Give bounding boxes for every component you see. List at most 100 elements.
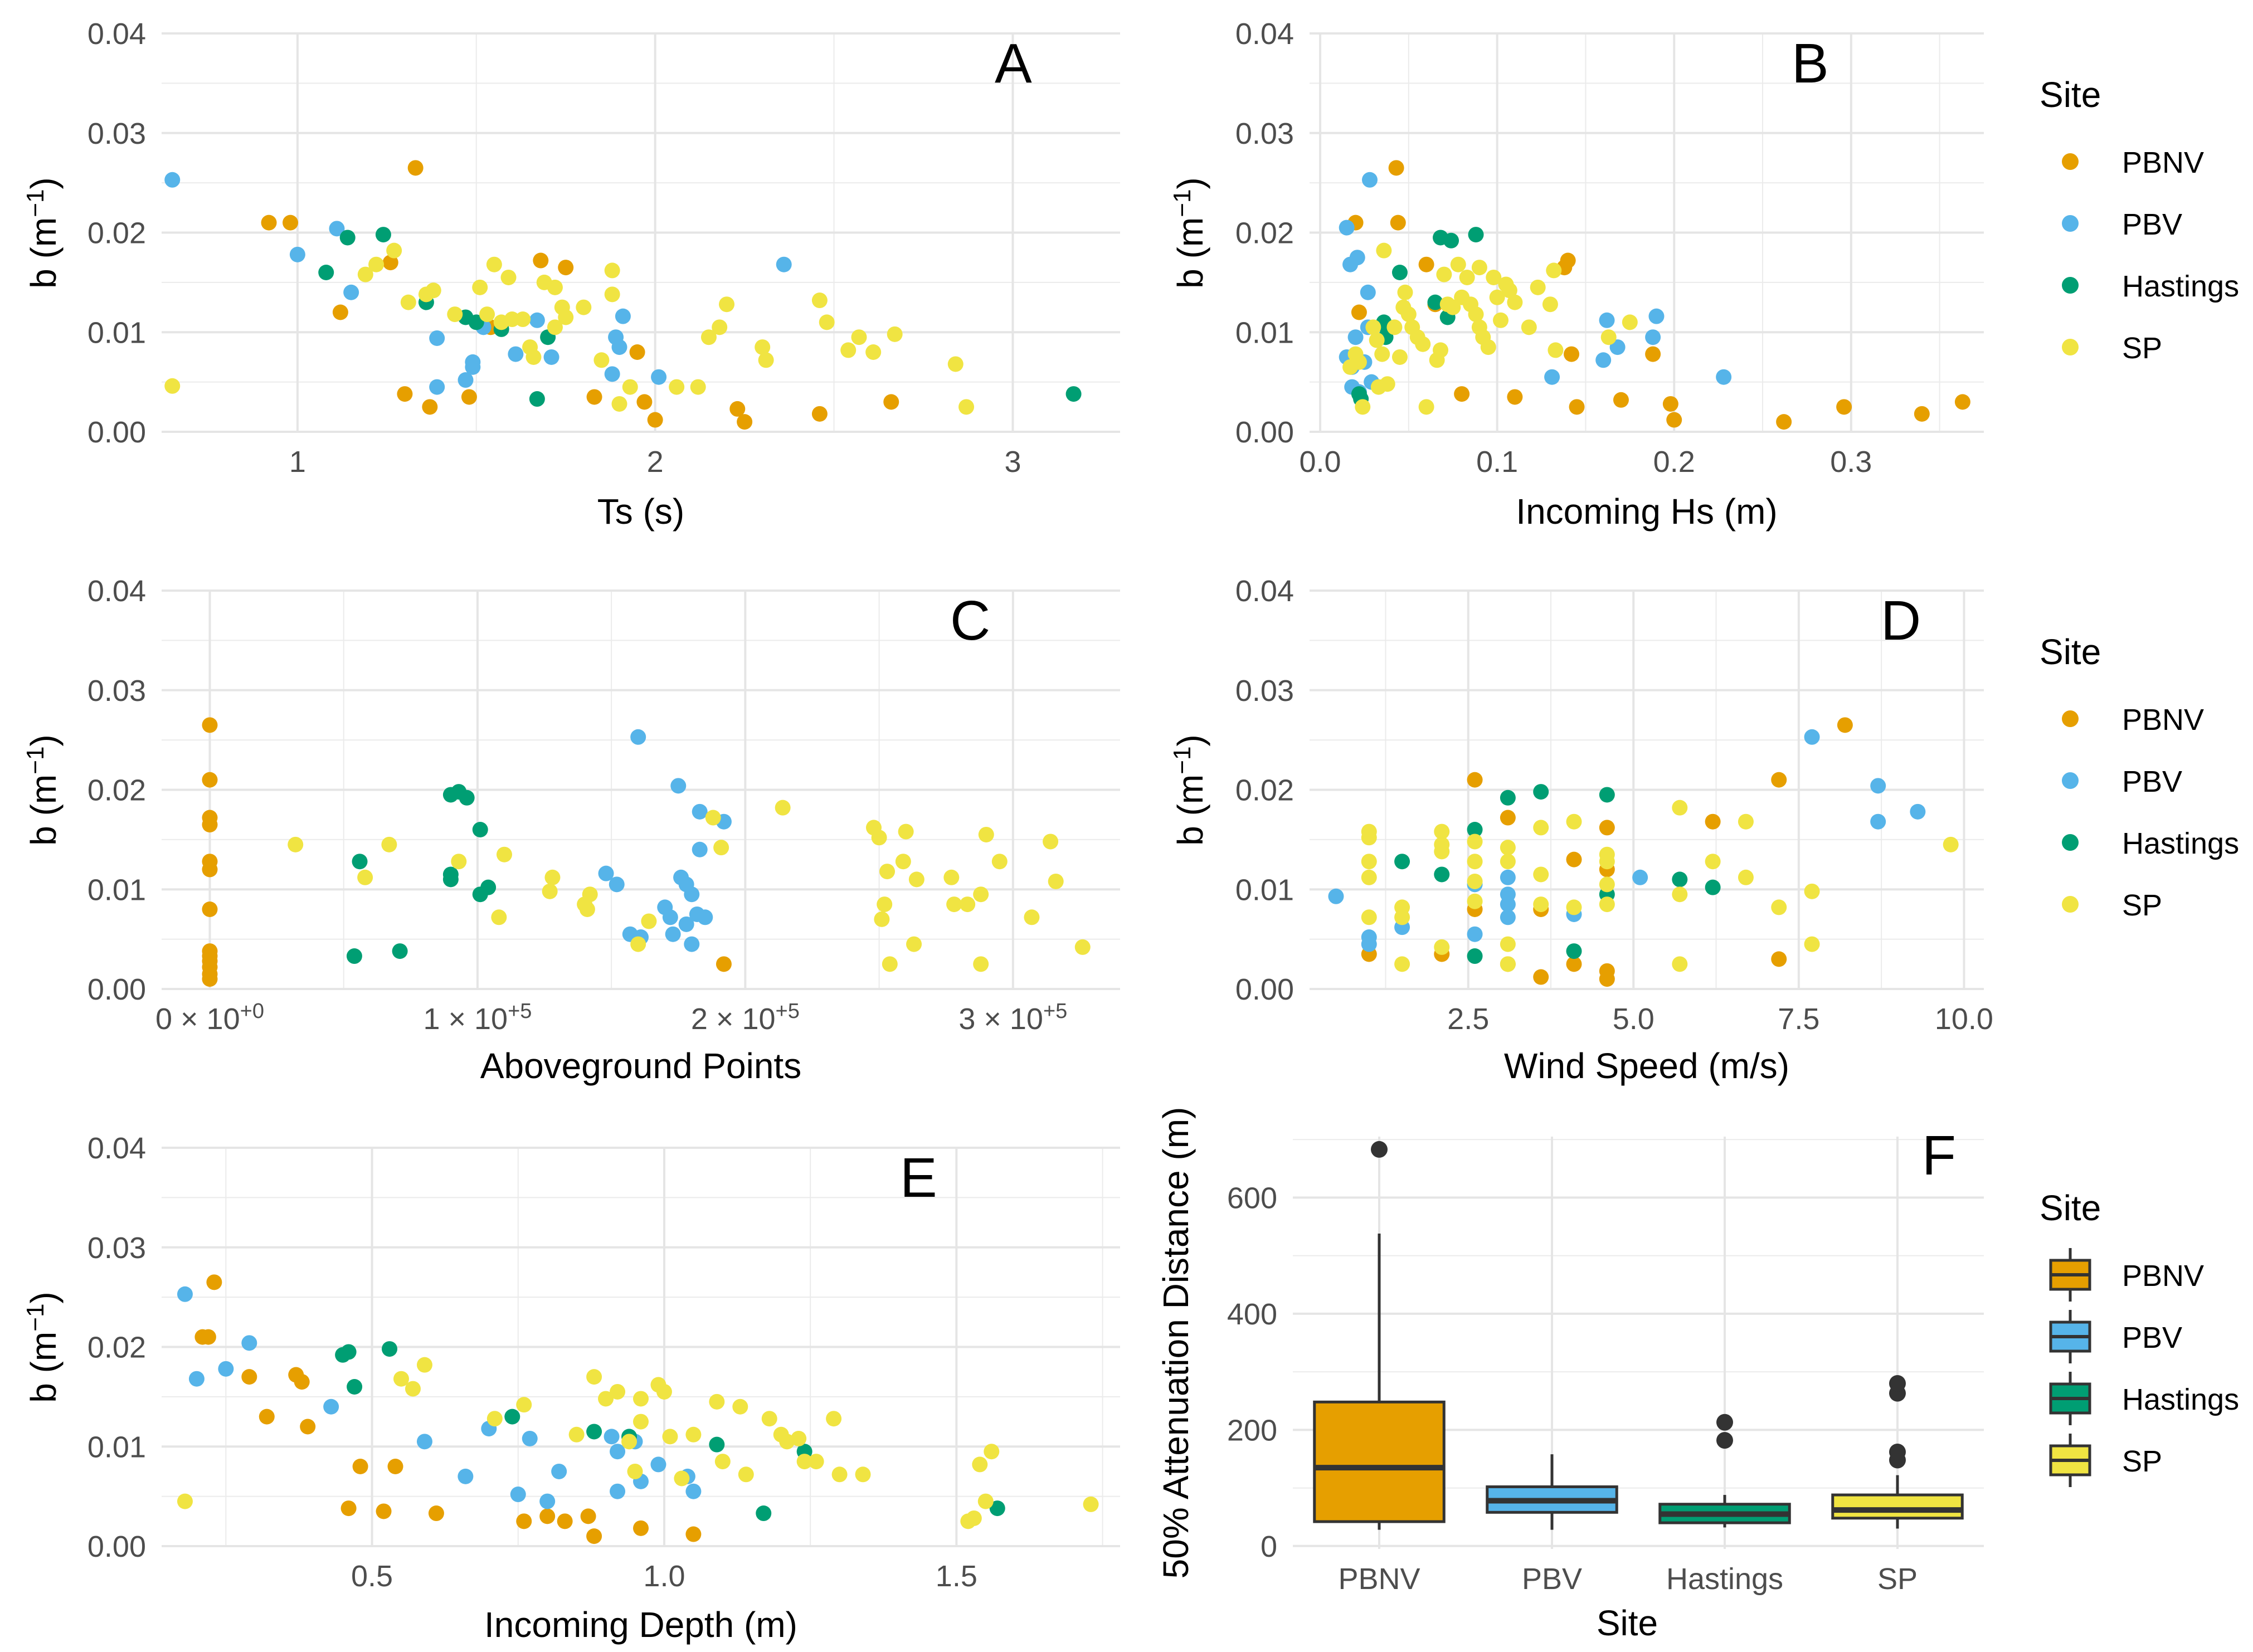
panel-e-point-pbnv xyxy=(200,1329,216,1345)
panel-a-points xyxy=(164,160,1082,430)
panel-e-point-sp xyxy=(416,1357,432,1373)
panel-b-point-pbv xyxy=(1347,329,1364,345)
panel-c-point-hastings xyxy=(352,854,368,870)
panel-b-letter: B xyxy=(1792,32,1829,95)
panel-b-point-sp xyxy=(1351,354,1367,370)
panel-c-point-sp xyxy=(1074,939,1091,955)
panel-b-point-sp xyxy=(1445,299,1461,315)
panel-e-point-sp xyxy=(627,1463,643,1479)
panel-c-point-pbnv xyxy=(202,817,218,833)
panel-e-y-tick-label: 0.00 xyxy=(87,1530,146,1563)
panel-d-point-pbnv xyxy=(1771,951,1787,967)
panel-c-point-sp xyxy=(879,864,896,880)
panel-e-point-pbnv xyxy=(387,1459,403,1474)
panel-a-point-pbv xyxy=(611,339,627,355)
panel-a-y-tick-label: 0.03 xyxy=(87,117,146,150)
panel-e-point-sp xyxy=(633,1414,649,1430)
legend-top-label-sp: SP xyxy=(2122,332,2162,365)
panel-b-point-sp xyxy=(1400,306,1417,323)
panel-b-point-hastings xyxy=(1427,294,1443,310)
panel-e-point-sp xyxy=(393,1371,409,1387)
panel-b-y-tick-label: 0.01 xyxy=(1235,316,1294,349)
panel-e-point-sp xyxy=(586,1369,602,1385)
panel-d-point-hastings xyxy=(1500,790,1516,806)
panel-a-point-pbnv xyxy=(332,304,348,320)
panel-e-point-pbv xyxy=(510,1487,526,1503)
panel-a-point-pbv xyxy=(508,346,524,362)
panel-c-point-pbv xyxy=(665,926,681,942)
panel-e-y-axis-title-base: b (m xyxy=(23,1332,64,1403)
panel-a-point-sp xyxy=(819,314,835,330)
panel-d-y-axis-title-exponent: −1 xyxy=(1169,747,1196,774)
panel-a-y-axis-title: b (m−1) xyxy=(22,177,64,288)
panel-a-ticks: 0.00 0.01 0.02 0.03 0.04 1 2 3 xyxy=(87,17,1021,479)
panel-c-point-sp xyxy=(705,810,721,826)
panel-a-point-pbnv xyxy=(737,414,753,430)
panel-c-point-sp xyxy=(943,869,960,885)
panel-d-point-pbv xyxy=(1467,926,1483,942)
panel-e-point-sp xyxy=(714,1454,731,1470)
panel-b-point-hastings xyxy=(1468,227,1484,243)
panel-c-point-sp xyxy=(960,896,976,913)
panel-e-point-pbnv xyxy=(259,1409,275,1425)
panel-d-point-sp xyxy=(1361,869,1377,885)
legend-middle-key-hastings xyxy=(2062,834,2079,851)
panel-d-point-sp xyxy=(1467,834,1483,850)
panel-a-point-pbnv xyxy=(382,255,398,271)
panel-e-point-hastings xyxy=(709,1436,725,1453)
panel-e-x-axis-title: Incoming Depth (m) xyxy=(484,1605,797,1645)
legend-middle-label-hastings: Hastings xyxy=(2122,827,2239,860)
legend-middle-key-sp xyxy=(2062,896,2079,913)
panel-a-point-pbv xyxy=(429,330,445,346)
panel-e-y-axis-title-exponent: −1 xyxy=(22,1304,49,1332)
panel-d-point-hastings xyxy=(1434,866,1450,883)
panel-c-point-pbv xyxy=(609,876,625,893)
panel-e-point-pbnv xyxy=(557,1513,573,1529)
panel-e-point-sp xyxy=(516,1397,532,1413)
panel-e-point-sp xyxy=(826,1411,842,1427)
panel-c-point-sp xyxy=(877,896,893,913)
panel-b-point-pbv xyxy=(1648,308,1665,324)
panel-e-y-axis-title-close: ) xyxy=(23,1292,64,1303)
panel-d-point-pbnv xyxy=(1533,969,1549,985)
panel-d-point-pbnv xyxy=(1771,772,1787,788)
panel-d-point-sp xyxy=(1672,956,1688,972)
panel-e-point-sp xyxy=(610,1383,626,1400)
panel-e-point-pbnv xyxy=(516,1513,532,1529)
panel-b-point-sp xyxy=(1369,332,1385,348)
panel-d-letter: D xyxy=(1881,589,1921,652)
panel-d-point-pbnv xyxy=(1705,813,1721,830)
panel-c-grid xyxy=(162,589,1120,990)
panel-a-point-pbv xyxy=(164,172,181,188)
panel-d-ticks: 0.00 0.01 0.02 0.03 0.04 2.5 5.0 7.5 10.0 xyxy=(1235,574,1993,1036)
panel-d-point-pbnv xyxy=(1599,971,1615,987)
panel-d-point-sp xyxy=(1533,896,1549,913)
panel-a-point-pbnv xyxy=(283,215,299,231)
panel-b-point-sp xyxy=(1376,242,1392,259)
panel-b-point-sp xyxy=(1622,314,1638,330)
panel-b-y-tick-label: 0.00 xyxy=(1235,416,1294,449)
panel-e-point-pbnv xyxy=(300,1419,316,1435)
panel-d-point-sp xyxy=(1943,836,1959,852)
panel-f-letter: F xyxy=(1922,1124,1956,1187)
panel-d-x-tick-label: 2.5 xyxy=(1447,1002,1489,1036)
panel-b-point-pbnv xyxy=(1836,399,1852,415)
panel-d-y-axis-title: b (m−1) xyxy=(1169,734,1210,845)
panel-d-point-sp xyxy=(1500,840,1516,856)
panel-a-point-pbv xyxy=(615,308,631,324)
panel-a-y-tick-label: 0.01 xyxy=(87,316,146,349)
panel-e-point-sp xyxy=(486,1411,503,1427)
legend-bottom-label-sp: SP xyxy=(2122,1445,2162,1478)
panel-e-point-sp xyxy=(621,1434,638,1450)
panel-b-point-pbv xyxy=(1716,369,1732,385)
panel-d-point-sp xyxy=(1705,854,1721,870)
panel-a-point-pbv xyxy=(543,349,559,365)
panel-a-point-sp xyxy=(472,279,488,295)
panel-a-point-sp xyxy=(700,329,717,345)
panel-b-point-sp xyxy=(1600,329,1617,345)
panel-b-point-pbnv xyxy=(1560,252,1576,269)
panel-a-point-pbnv xyxy=(407,160,424,176)
panel-c-point-pbnv xyxy=(716,956,732,972)
panel-a-point-sp xyxy=(576,299,592,315)
panel-b-point-hastings xyxy=(1391,265,1408,280)
